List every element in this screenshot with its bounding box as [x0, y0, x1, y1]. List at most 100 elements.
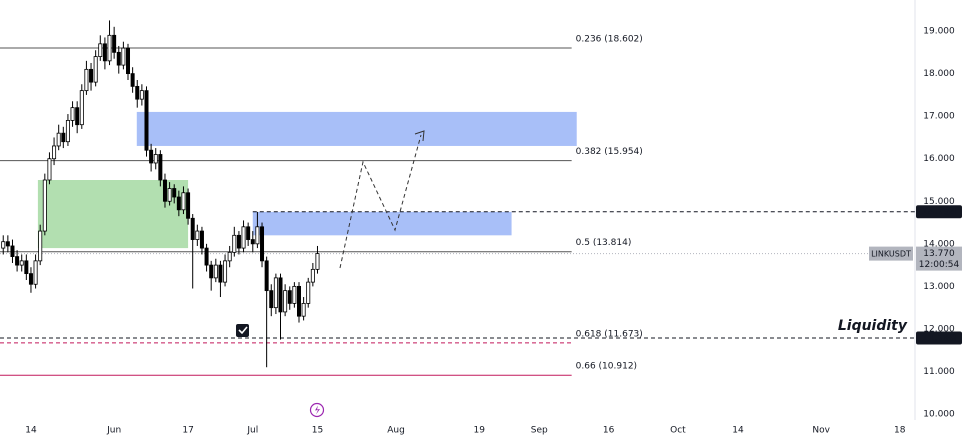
y-tick-label: 10.000 [923, 410, 955, 420]
y-tick-label: 18.000 [923, 69, 955, 79]
price-badge-label: 11.788 [922, 334, 957, 344]
candle-body [116, 51, 121, 66]
candle-body [98, 43, 103, 57]
candle-body [139, 90, 144, 100]
candle-body [79, 90, 84, 126]
candle-body [28, 273, 33, 285]
candle-body [75, 107, 80, 126]
candle-body [269, 290, 274, 309]
candle-body [61, 132, 66, 143]
candle-body [158, 154, 163, 181]
candle-body [102, 43, 107, 62]
candle-body [287, 290, 292, 304]
zone [136, 111, 577, 146]
candle-body [236, 234, 241, 249]
candle-body [209, 264, 214, 279]
x-tick-label: Jul [246, 426, 258, 436]
plot: 0.236 (18.602) 0.382 (15.954) 0.5 (13.814)… [0, 20, 915, 376]
candle-body [301, 303, 306, 317]
candle-body [24, 260, 29, 275]
candle-body [65, 120, 70, 143]
candle-body [223, 260, 228, 283]
price-badge [916, 331, 962, 345]
candle-body [130, 73, 135, 87]
fib-label: 0.382 (15.954) [576, 147, 643, 157]
event-icon[interactable] [309, 402, 325, 418]
candle-body [218, 264, 223, 283]
candle-body [112, 34, 117, 53]
candle-body [232, 234, 237, 253]
fib-label: 0.236 (18.602) [576, 35, 643, 45]
symbol-badge [869, 246, 913, 261]
candle-body [149, 149, 154, 164]
candle-body [1, 241, 6, 249]
candle-body [107, 34, 112, 62]
symbol-label: LINKUSDT [871, 250, 911, 259]
candle-body [56, 132, 61, 147]
candle-body [176, 196, 181, 211]
projection-arrow [414, 130, 425, 142]
x-tick-label: 17 [182, 426, 193, 436]
annotation: Liquidity [838, 318, 908, 334]
x-tick-label: 18 [894, 426, 906, 436]
check-icon[interactable] [236, 324, 249, 337]
candle-body [93, 56, 98, 83]
candle-body [250, 239, 255, 245]
candle-body [42, 179, 47, 232]
y-tick-label: 17.000 [923, 112, 955, 122]
candle-body [195, 230, 200, 240]
y-tick-label: 13.000 [923, 282, 955, 292]
candle-body [52, 145, 57, 160]
candle-body [260, 226, 265, 262]
y-tick-label: 11.000 [923, 367, 955, 377]
candle-body [273, 277, 278, 309]
zone [252, 211, 512, 236]
candle-body [172, 188, 177, 198]
candle-body [306, 281, 311, 304]
candle-body [204, 247, 209, 266]
candle-body [38, 230, 43, 262]
x-tick-label: Oct [670, 426, 686, 436]
x-tick-label: 14 [732, 426, 744, 436]
candle-body [255, 226, 260, 245]
countdown-label: 12:00:54 [919, 260, 960, 270]
y-tick-label: 12.000 [923, 324, 955, 334]
event-bolt [315, 405, 320, 415]
x-tick-label: 19 [473, 426, 485, 436]
candle-body [19, 260, 24, 266]
candle-body [33, 260, 38, 285]
x-tick-label: Aug [387, 426, 405, 436]
candle-body [162, 179, 167, 202]
candle-body [10, 245, 15, 257]
candle-body [135, 85, 140, 100]
x-tick-label: Nov [812, 426, 830, 436]
candle-body [15, 256, 20, 266]
candle-body [47, 158, 52, 181]
candle-body [199, 230, 204, 249]
x-tick-label: Jun [106, 426, 121, 436]
candle-body [121, 47, 126, 66]
candle-body [190, 217, 195, 240]
price-badge [916, 205, 962, 219]
candle-body [264, 260, 269, 292]
x-tick-label: 16 [603, 426, 615, 436]
candle-body [186, 192, 191, 219]
fib-label: 0.618 (11.673) [576, 329, 643, 339]
price-badge-label: 14.754 [922, 208, 957, 218]
candle-body [153, 154, 158, 164]
fib-label: 0.5 (13.814) [576, 238, 632, 248]
projection-path [339, 134, 422, 269]
x-tick-label: Sep [531, 426, 548, 436]
candle-body [246, 226, 251, 240]
candle-body [89, 68, 94, 83]
check-mark [238, 326, 248, 335]
candle-body [296, 285, 301, 317]
candle-body [70, 107, 75, 121]
x-tick-label: 15 [312, 426, 323, 436]
candle-body [241, 226, 246, 249]
candle-body [181, 192, 186, 211]
y-tick-label: 19.000 [923, 27, 955, 37]
last-price-badge [916, 246, 962, 271]
